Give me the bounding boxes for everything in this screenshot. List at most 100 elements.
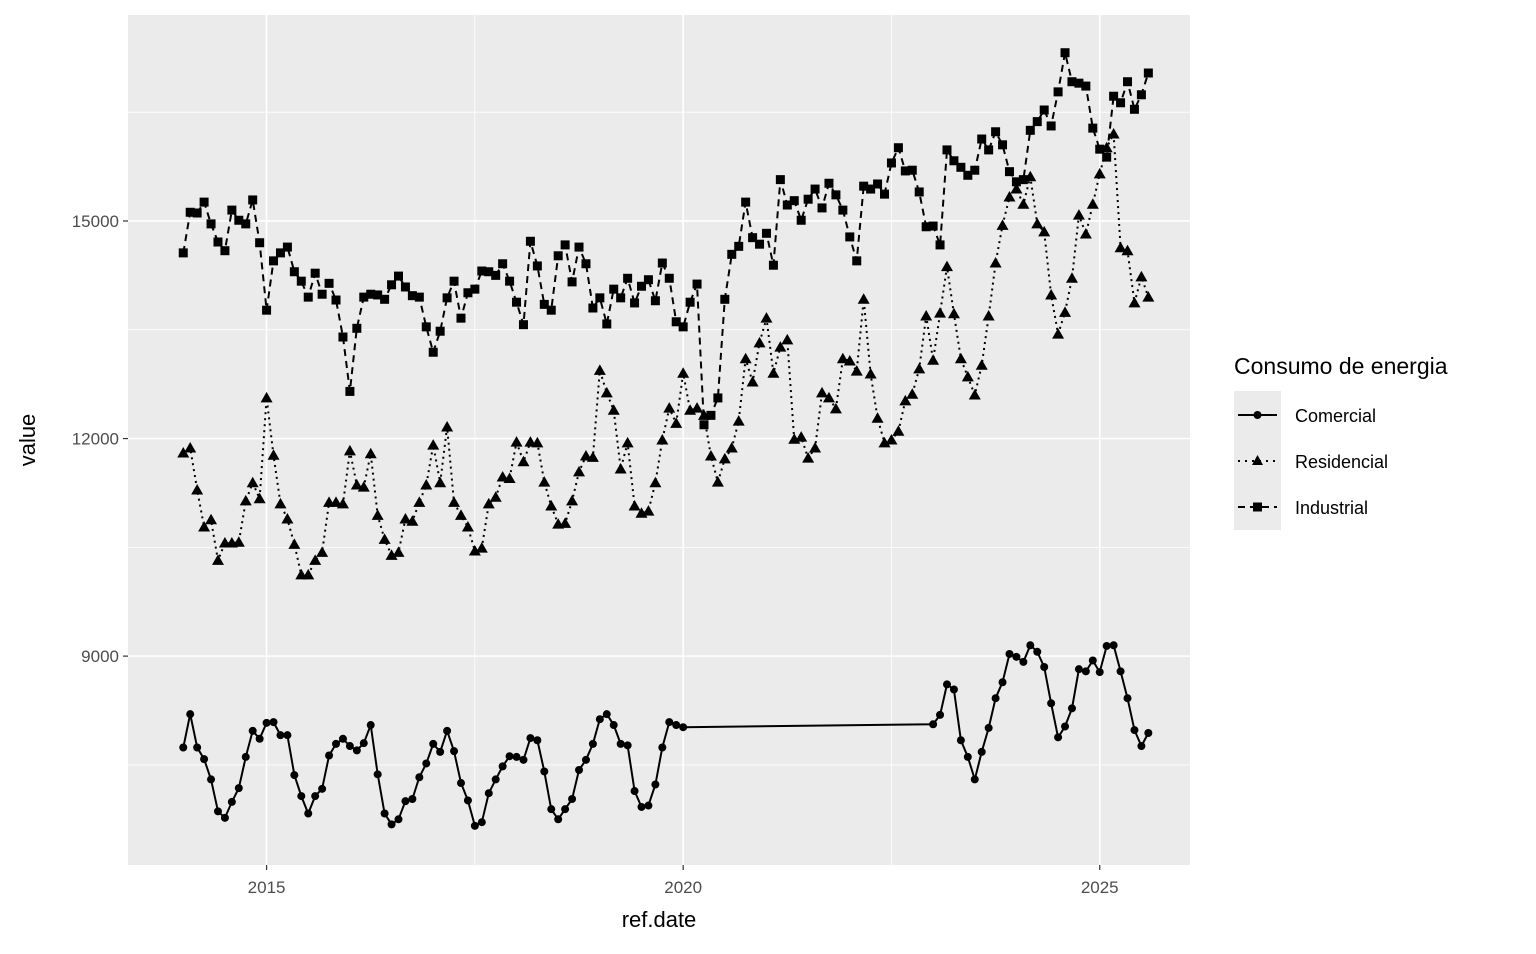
- data-point-industrial: [914, 187, 924, 197]
- data-point-residencial: [996, 219, 1009, 230]
- data-point-comercial: [179, 743, 188, 752]
- data-point-residencial: [434, 476, 447, 488]
- data-point-residencial: [253, 492, 266, 504]
- data-point-comercial: [477, 818, 486, 827]
- data-point-residencial: [704, 449, 717, 461]
- data-point-industrial: [886, 158, 896, 168]
- data-point-comercial: [297, 792, 306, 801]
- data-point-comercial: [380, 809, 389, 818]
- data-point-residencial: [857, 293, 870, 304]
- data-point-industrial: [380, 294, 390, 304]
- data-point-residencial: [906, 388, 919, 399]
- data-point-industrial: [185, 207, 195, 217]
- data-point-residencial: [843, 354, 856, 366]
- data-point-comercial: [505, 752, 514, 761]
- data-point-residencial: [364, 447, 377, 459]
- data-point-residencial: [975, 359, 988, 370]
- data-point-comercial: [227, 797, 236, 806]
- data-point-comercial: [595, 715, 604, 724]
- data-point-comercial: [1137, 742, 1146, 751]
- data-point-industrial: [532, 261, 542, 271]
- data-point-residencial: [260, 391, 273, 403]
- data-point-comercial: [325, 751, 334, 760]
- data-point-industrial: [657, 258, 667, 268]
- data-point-comercial: [949, 685, 958, 694]
- data-point-industrial: [234, 215, 244, 225]
- data-point-residencial: [1121, 244, 1134, 256]
- data-point-comercial: [262, 718, 271, 727]
- data-point-comercial: [609, 721, 618, 730]
- legend-item-comercial: Comercial: [1238, 406, 1376, 426]
- data-point-residencial: [829, 402, 842, 414]
- data-point-residencial: [718, 452, 731, 464]
- data-point-industrial: [407, 291, 417, 301]
- data-point-residencial: [593, 364, 606, 375]
- data-point-industrial: [1011, 177, 1021, 187]
- data-point-industrial: [546, 305, 556, 315]
- data-point-residencial: [336, 497, 349, 509]
- data-point-residencial: [1142, 291, 1155, 302]
- data-point-industrial: [1067, 77, 1077, 87]
- data-point-industrial: [942, 145, 952, 155]
- data-point-industrial: [775, 175, 785, 185]
- data-point-industrial: [595, 293, 605, 303]
- data-point-industrial: [338, 332, 348, 342]
- y-tick-label: 15000: [72, 212, 119, 231]
- data-point-residencial: [302, 568, 315, 580]
- data-point-industrial: [637, 281, 647, 291]
- data-point-comercial: [540, 767, 549, 776]
- data-point-residencial: [1059, 306, 1072, 317]
- data-point-residencial: [1135, 270, 1148, 282]
- data-point-industrial: [893, 143, 903, 153]
- data-point-industrial: [685, 297, 695, 307]
- data-point-comercial: [991, 694, 1000, 703]
- data-point-comercial: [977, 747, 986, 756]
- data-point-comercial: [269, 718, 278, 727]
- data-point-comercial: [623, 741, 632, 750]
- data-point-industrial: [699, 420, 709, 430]
- data-point-residencial: [343, 444, 356, 456]
- data-point-comercial: [616, 739, 625, 748]
- data-point-comercial: [248, 726, 257, 735]
- data-point-residencial: [1003, 191, 1016, 202]
- data-point-residencial: [378, 533, 391, 544]
- series-industrial: [178, 48, 1153, 430]
- data-point-industrial: [998, 140, 1008, 150]
- data-point-industrial: [484, 267, 494, 277]
- data-point-industrial: [748, 233, 758, 243]
- data-point-comercial: [672, 721, 681, 730]
- data-point-industrial: [817, 203, 827, 213]
- data-point-industrial: [845, 232, 855, 242]
- data-point-residencial: [267, 449, 280, 460]
- data-point-industrial: [331, 295, 341, 305]
- data-point-industrial: [178, 248, 188, 258]
- data-point-comercial: [1019, 657, 1028, 666]
- data-point-industrial: [199, 197, 209, 207]
- data-point-residencial: [330, 496, 343, 507]
- data-point-residencial: [1086, 198, 1099, 209]
- data-point-residencial: [281, 513, 294, 524]
- data-point-industrial: [255, 238, 265, 248]
- data-point-residencial: [177, 447, 190, 458]
- data-point-residencial: [399, 513, 412, 524]
- data-point-industrial: [449, 276, 459, 286]
- data-point-industrial: [1039, 105, 1049, 115]
- data-point-comercial: [637, 802, 646, 811]
- data-point-industrial: [206, 219, 216, 229]
- data-point-residencial: [191, 484, 204, 495]
- data-point-comercial: [443, 726, 452, 735]
- data-point-industrial: [796, 215, 806, 225]
- data-point-comercial: [1074, 665, 1083, 674]
- data-point-industrial: [678, 322, 688, 332]
- data-point-comercial: [998, 678, 1007, 687]
- data-point-residencial: [961, 370, 974, 382]
- data-point-comercial: [1005, 649, 1014, 658]
- data-point-residencial: [878, 436, 891, 448]
- data-point-residencial: [767, 367, 780, 378]
- data-point-industrial: [1109, 91, 1119, 101]
- data-point-industrial: [553, 251, 563, 261]
- data-point-residencial: [899, 394, 912, 406]
- data-point-industrial: [241, 219, 251, 229]
- data-point-industrial: [900, 166, 910, 176]
